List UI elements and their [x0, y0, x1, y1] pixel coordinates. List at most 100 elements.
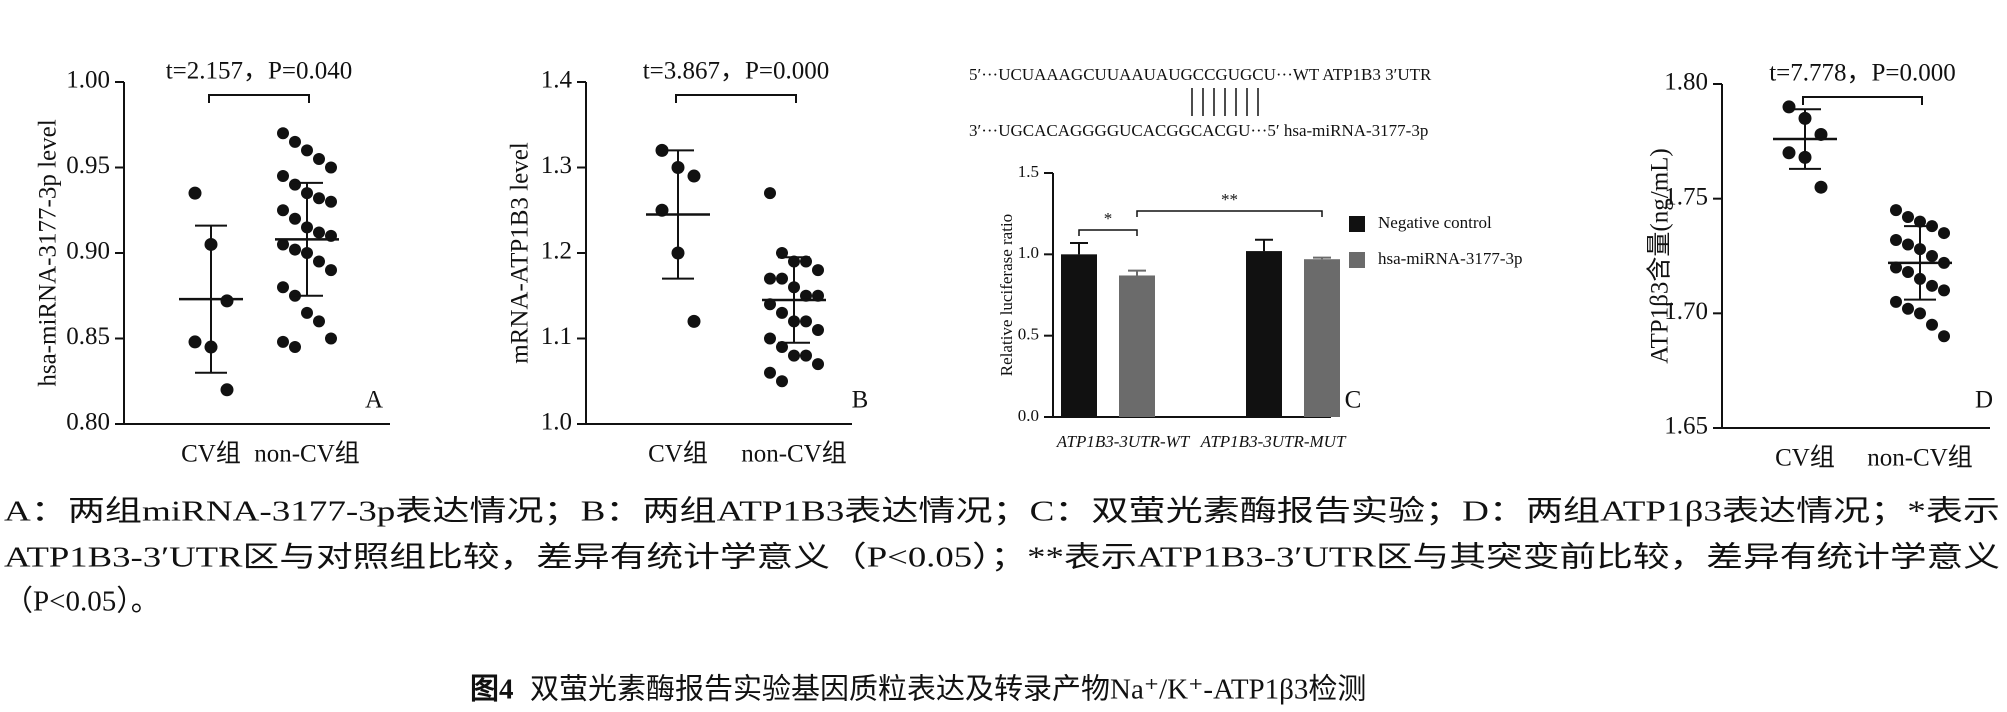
data-point [687, 314, 701, 328]
data-point [313, 315, 325, 328]
data-point [687, 169, 701, 183]
data-point [289, 212, 301, 225]
y-tick-label: 0.95 [66, 152, 110, 179]
y-tick-label: 1.1 [541, 323, 572, 350]
significance-bracket [1136, 210, 1323, 217]
significance-bracket [675, 94, 797, 103]
data-point [277, 238, 289, 251]
panel-letter: D [1975, 387, 1993, 414]
data-point [764, 332, 776, 345]
y-tick-label: 0.0 [1018, 406, 1039, 425]
sd-bar [662, 149, 694, 280]
sd-bar [291, 181, 323, 297]
data-point [313, 152, 325, 165]
data-point [289, 135, 301, 148]
figure-label: 图4 [470, 674, 514, 706]
data-point [1890, 233, 1902, 246]
data-point [325, 264, 337, 277]
sd-bar [778, 256, 810, 344]
data-point [812, 264, 824, 277]
data-point [277, 127, 289, 140]
data-point [800, 289, 812, 302]
data-point [776, 375, 788, 388]
data-point [313, 255, 325, 268]
bar [1246, 251, 1282, 417]
annotation: ** [1221, 190, 1238, 209]
y-tick-label: 1.0 [1018, 243, 1039, 262]
data-point [325, 332, 337, 345]
data-point [289, 243, 301, 256]
y-tick-label: 0.90 [66, 238, 110, 265]
y-axis-label: mRNA-ATP1B3 level [507, 142, 534, 364]
data-point [313, 226, 325, 239]
data-point [1938, 227, 1950, 240]
data-point [812, 323, 824, 336]
figure-title: 双萤光素酶报告实验基因质粒表达及转录产物Na⁺/K⁺-ATP1β3检测 [530, 673, 1366, 706]
x-tick-label: non-CV组 [741, 440, 847, 468]
y-tick-label: 1.75 [1664, 183, 1708, 210]
data-point [289, 341, 301, 354]
sequence: 5′···UCUAAAGCUUAAUAUGCCGUGCU···WT ATP1B3… [969, 65, 1432, 84]
annotation: * [1104, 209, 1113, 228]
y-axis-label: Relative luciferase ratio [997, 214, 1016, 376]
y-tick-label: 0.5 [1018, 325, 1039, 344]
y-tick-label: 1.70 [1664, 298, 1708, 325]
y-tick-label: 1.0 [541, 409, 572, 436]
y-tick-label: 1.65 [1664, 413, 1708, 440]
data-point [800, 255, 812, 268]
data-point [764, 366, 776, 379]
data-point [812, 289, 824, 302]
data-point [1926, 279, 1938, 292]
x-tick-label: ATP1B3-3UTR-WT [1056, 432, 1191, 451]
data-point [800, 349, 812, 362]
data-point [776, 306, 788, 319]
data-point [289, 178, 301, 191]
caption-line: A：两组miRNA-3177-3p表达情况；B：两组ATP1B3表达情况；C：双… [4, 495, 2000, 528]
data-point [220, 383, 234, 397]
sd-bar [1789, 108, 1821, 170]
y-axis-label: hsa-miRNA-3177-3p level [35, 119, 62, 386]
significance-bracket [1802, 96, 1923, 105]
data-point [277, 170, 289, 183]
y-tick-label: 1.4 [541, 67, 573, 94]
data-point [1890, 204, 1902, 217]
y-tick-label: 0.80 [66, 409, 110, 436]
annotation: t=2.157，P=0.040 [166, 58, 353, 85]
data-point [220, 294, 234, 308]
bar [1061, 254, 1097, 417]
data-point [1902, 266, 1914, 279]
data-point [776, 272, 788, 285]
data-point [776, 341, 788, 354]
data-point [313, 192, 325, 205]
data-point [1938, 284, 1950, 297]
data-point [277, 204, 289, 217]
y-tick-label: 1.00 [66, 67, 110, 94]
data-point [1914, 215, 1926, 228]
data-point [1902, 211, 1914, 224]
sequence: 3′···UGCACAGGGGUCACGGCACGU···5′ hsa-miRN… [969, 121, 1428, 140]
data-point [325, 195, 337, 208]
data-point [325, 161, 337, 174]
y-tick-label: 1.80 [1664, 69, 1708, 96]
annotation: t=7.778，P=0.000 [1769, 60, 1956, 87]
bar [1119, 275, 1155, 417]
legend-label: Negative control [1378, 213, 1492, 232]
error-bar [1313, 256, 1331, 260]
data-point [800, 315, 812, 328]
data-point [188, 335, 202, 349]
data-point [764, 272, 776, 285]
data-point [188, 186, 202, 200]
data-point [1890, 261, 1902, 274]
sd-bar [195, 224, 227, 374]
x-tick-label: CV组 [181, 440, 241, 468]
legend-swatch [1349, 252, 1365, 268]
bar [1304, 259, 1340, 417]
y-tick-label: 1.2 [541, 238, 572, 265]
x-tick-label: ATP1B3-3UTR-MUT [1200, 432, 1347, 451]
x-tick-label: non-CV组 [1867, 444, 1973, 472]
data-point [1814, 127, 1828, 141]
significance-bracket [208, 94, 310, 103]
data-point [301, 144, 313, 157]
y-axis-label: ATP1β3含量(ng/mL) [1646, 148, 1674, 364]
x-tick-label: CV组 [648, 440, 708, 468]
